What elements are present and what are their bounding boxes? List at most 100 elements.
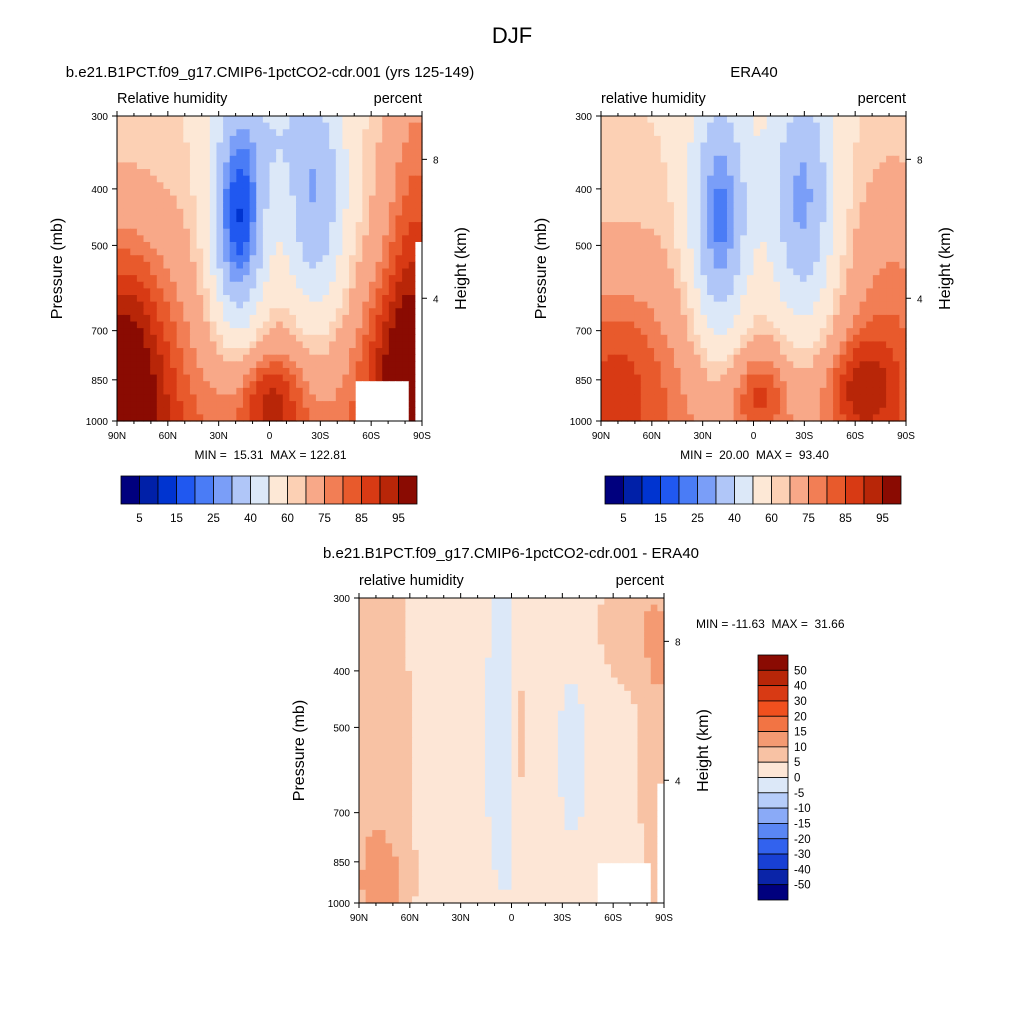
contour-cell bbox=[753, 261, 761, 270]
contour-cell bbox=[170, 341, 178, 349]
contour-cell bbox=[395, 401, 403, 409]
contour-cell bbox=[349, 288, 357, 296]
contour-cell bbox=[296, 301, 304, 309]
contour-cell bbox=[203, 281, 211, 289]
contour-cell bbox=[329, 182, 337, 190]
contour-cell bbox=[833, 175, 841, 183]
contour-cell bbox=[872, 255, 881, 263]
contour-cell bbox=[395, 387, 403, 396]
contour-cell bbox=[693, 321, 702, 329]
contour-cell bbox=[262, 122, 271, 130]
contour-cell bbox=[189, 301, 198, 309]
contour-cell bbox=[786, 341, 794, 349]
contour-cell bbox=[355, 155, 363, 164]
contour-cell bbox=[196, 255, 204, 263]
contour-cell bbox=[183, 268, 191, 276]
contour-cell bbox=[504, 637, 513, 646]
contour-cell bbox=[644, 637, 652, 646]
contour-cell bbox=[170, 129, 178, 137]
contour-cell bbox=[826, 208, 834, 217]
contour-cell bbox=[189, 175, 198, 183]
contour-cell bbox=[627, 261, 635, 270]
contour-cell bbox=[368, 374, 377, 382]
contour-cell bbox=[223, 334, 231, 343]
contour-cell bbox=[471, 657, 479, 665]
contour-cell bbox=[415, 387, 423, 396]
contour-cell bbox=[799, 275, 808, 283]
contour-cell bbox=[242, 155, 251, 164]
contour-cell bbox=[620, 129, 629, 137]
contour-cell bbox=[826, 394, 834, 402]
contour-cell bbox=[249, 142, 257, 150]
contour-cell bbox=[276, 288, 284, 296]
contour-cell bbox=[395, 241, 403, 250]
contour-cell bbox=[620, 162, 629, 170]
contour-cell bbox=[780, 367, 788, 376]
contour-cell bbox=[362, 295, 370, 303]
contour-cell bbox=[799, 149, 808, 157]
contour-cell bbox=[620, 235, 629, 243]
contour-cell bbox=[886, 149, 894, 157]
contour-cell bbox=[673, 116, 682, 124]
contour-cell bbox=[806, 361, 814, 369]
contour-cell bbox=[634, 222, 642, 230]
contour-cell bbox=[654, 314, 662, 323]
contour-cell bbox=[753, 241, 761, 250]
contour-cell bbox=[839, 142, 847, 150]
contour-cell bbox=[872, 241, 881, 250]
contour-cell bbox=[657, 617, 665, 626]
contour-cell bbox=[780, 188, 788, 197]
contour-cell bbox=[163, 222, 171, 230]
contour-cell bbox=[833, 202, 841, 210]
contour-cell bbox=[766, 308, 774, 316]
contour-cell bbox=[365, 677, 373, 685]
contour-cell bbox=[866, 228, 874, 236]
contour-cell bbox=[183, 414, 191, 422]
contour-cell bbox=[733, 195, 741, 203]
contour-cell bbox=[269, 208, 277, 217]
contour-cell bbox=[388, 314, 397, 323]
contour-cell bbox=[892, 414, 900, 422]
contour-cell bbox=[315, 348, 324, 356]
contour-cell bbox=[839, 135, 847, 144]
contour-cell bbox=[531, 670, 539, 679]
min-max-label: MIN = 15.31 MAX = 122.81 bbox=[194, 448, 346, 462]
contour-cell bbox=[309, 275, 317, 283]
y-tick-label: 1000 bbox=[570, 417, 593, 428]
contour-cell bbox=[309, 374, 317, 382]
contour-cell bbox=[733, 222, 741, 230]
contour-cell bbox=[733, 268, 741, 276]
contour-cell bbox=[335, 202, 344, 210]
contour-cell bbox=[852, 241, 861, 250]
contour-cell bbox=[289, 228, 297, 236]
contour-cell bbox=[607, 116, 615, 124]
contour-cell bbox=[879, 321, 887, 329]
contour-cell bbox=[302, 261, 310, 270]
contour-cell bbox=[634, 348, 642, 356]
contour-cell bbox=[892, 129, 900, 137]
contour-cell bbox=[170, 401, 178, 409]
contour-cell bbox=[242, 414, 251, 422]
contour-cell bbox=[799, 414, 808, 422]
contour-cell bbox=[892, 195, 900, 203]
contour-cell bbox=[402, 235, 410, 243]
contour-cell bbox=[223, 361, 231, 369]
contour-cell bbox=[342, 308, 350, 316]
contour-cell bbox=[852, 116, 861, 124]
contour-cell bbox=[780, 314, 788, 323]
contour-cell bbox=[150, 308, 158, 316]
contour-cell bbox=[269, 308, 277, 316]
contour-cell bbox=[660, 175, 668, 183]
contour-cell bbox=[614, 348, 622, 356]
contour-cell bbox=[879, 288, 887, 296]
contour-cell bbox=[302, 288, 310, 296]
contour-cell bbox=[209, 308, 218, 316]
contour-cell bbox=[236, 334, 244, 343]
contour-cell bbox=[368, 334, 377, 343]
contour-cell bbox=[276, 142, 284, 150]
contour-cell bbox=[647, 407, 655, 415]
contour-cell bbox=[640, 215, 649, 223]
contour-cell bbox=[296, 169, 304, 177]
contour-cell bbox=[315, 354, 324, 362]
contour-cell bbox=[604, 670, 612, 679]
